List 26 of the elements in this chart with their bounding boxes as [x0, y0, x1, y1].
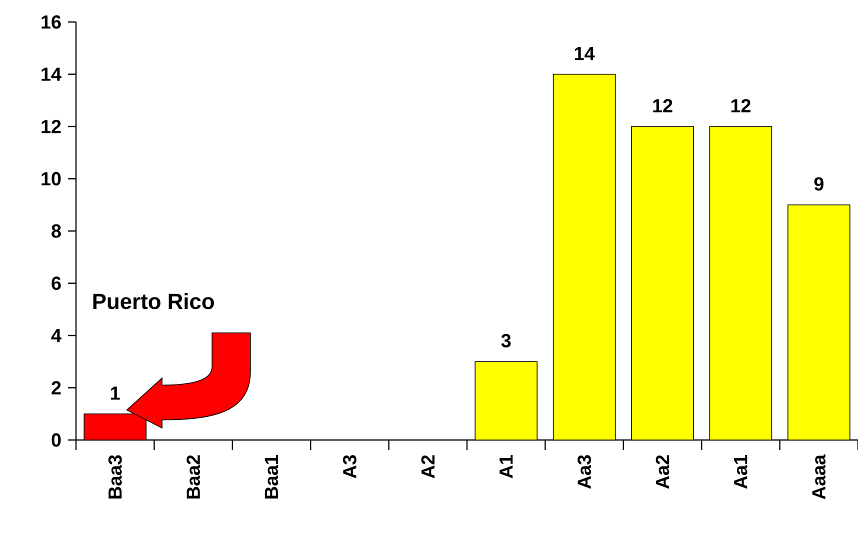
- x-tick-label: A2: [421, 455, 435, 478]
- x-tick-label: Aa3: [578, 455, 592, 489]
- data-label: 9: [814, 177, 824, 191]
- data-label: 14: [574, 47, 595, 60]
- y-tick-label: 14: [42, 68, 62, 81]
- y-tick-label: 6: [52, 276, 61, 290]
- x-tick-label: A3: [342, 455, 356, 478]
- annotation: Puerto Rico: [93, 293, 214, 310]
- y-tick-label: 10: [42, 172, 61, 186]
- data-label: 12: [653, 99, 672, 112]
- data-label: 3: [501, 334, 511, 348]
- y-tick-label: 12: [42, 120, 61, 134]
- y-tick-label: 2: [52, 381, 61, 394]
- x-tick-label: Aa2: [656, 455, 670, 489]
- x-tick-label: Baa2: [186, 455, 200, 498]
- y-tick-label: 8: [52, 224, 61, 238]
- y-tick-label: 0: [52, 433, 61, 447]
- x-tick-label: Baa1: [264, 455, 278, 498]
- x-tick-label: Aa1: [734, 455, 748, 489]
- data-label: 1: [111, 386, 120, 400]
- y-tick-label: 16: [42, 15, 61, 29]
- x-tick-label: Baa3: [108, 455, 122, 498]
- x-tick-label: A1: [500, 455, 513, 478]
- y-tick-label: 4: [51, 328, 62, 342]
- data-label: 12: [731, 99, 750, 112]
- x-tick-label: Aaaa: [812, 454, 826, 500]
